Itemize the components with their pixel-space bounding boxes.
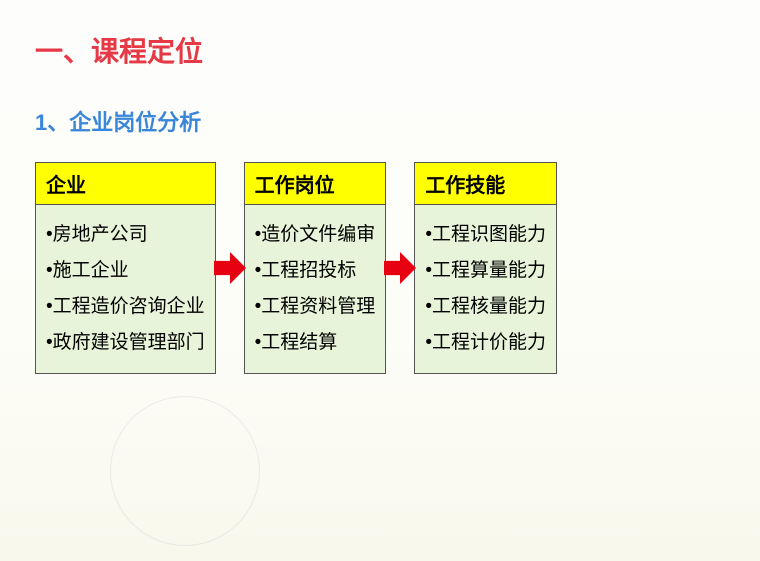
list-item: •工程算量能力 — [425, 253, 546, 289]
main-title: 一、课程定位 — [35, 30, 725, 70]
decor-circle — [110, 396, 260, 546]
list-item: •工程识图能力 — [425, 217, 546, 253]
list-item: •工程招投标 — [255, 253, 376, 289]
list-item: •工程资料管理 — [255, 289, 376, 325]
box-header: 工作岗位 — [245, 163, 386, 205]
flow-container: 企业 •房地产公司 •施工企业 •工程造价咨询企业 •政府建设管理部门 工作岗位… — [35, 162, 725, 374]
box-header: 工作技能 — [415, 163, 556, 205]
box-skill: 工作技能 •工程识图能力 •工程算量能力 •工程核量能力 •工程计价能力 — [414, 162, 557, 374]
list-item: •造价文件编审 — [255, 217, 376, 253]
sub-title: 1、企业岗位分析 — [35, 105, 725, 137]
box-enterprise: 企业 •房地产公司 •施工企业 •工程造价咨询企业 •政府建设管理部门 — [35, 162, 216, 374]
box-header: 企业 — [36, 163, 215, 205]
list-item: •工程核量能力 — [425, 289, 546, 325]
list-item: •政府建设管理部门 — [46, 325, 205, 361]
arrow-icon — [384, 246, 416, 290]
arrow-icon — [214, 246, 246, 290]
list-item: •工程计价能力 — [425, 325, 546, 361]
box-body: •造价文件编审 •工程招投标 •工程资料管理 •工程结算 — [245, 205, 386, 373]
list-item: •工程造价咨询企业 — [46, 289, 205, 325]
box-position: 工作岗位 •造价文件编审 •工程招投标 •工程资料管理 •工程结算 — [244, 162, 387, 374]
box-body: •工程识图能力 •工程算量能力 •工程核量能力 •工程计价能力 — [415, 205, 556, 373]
box-body: •房地产公司 •施工企业 •工程造价咨询企业 •政府建设管理部门 — [36, 205, 215, 373]
list-item: •工程结算 — [255, 325, 376, 361]
list-item: •施工企业 — [46, 253, 205, 289]
list-item: •房地产公司 — [46, 217, 205, 253]
